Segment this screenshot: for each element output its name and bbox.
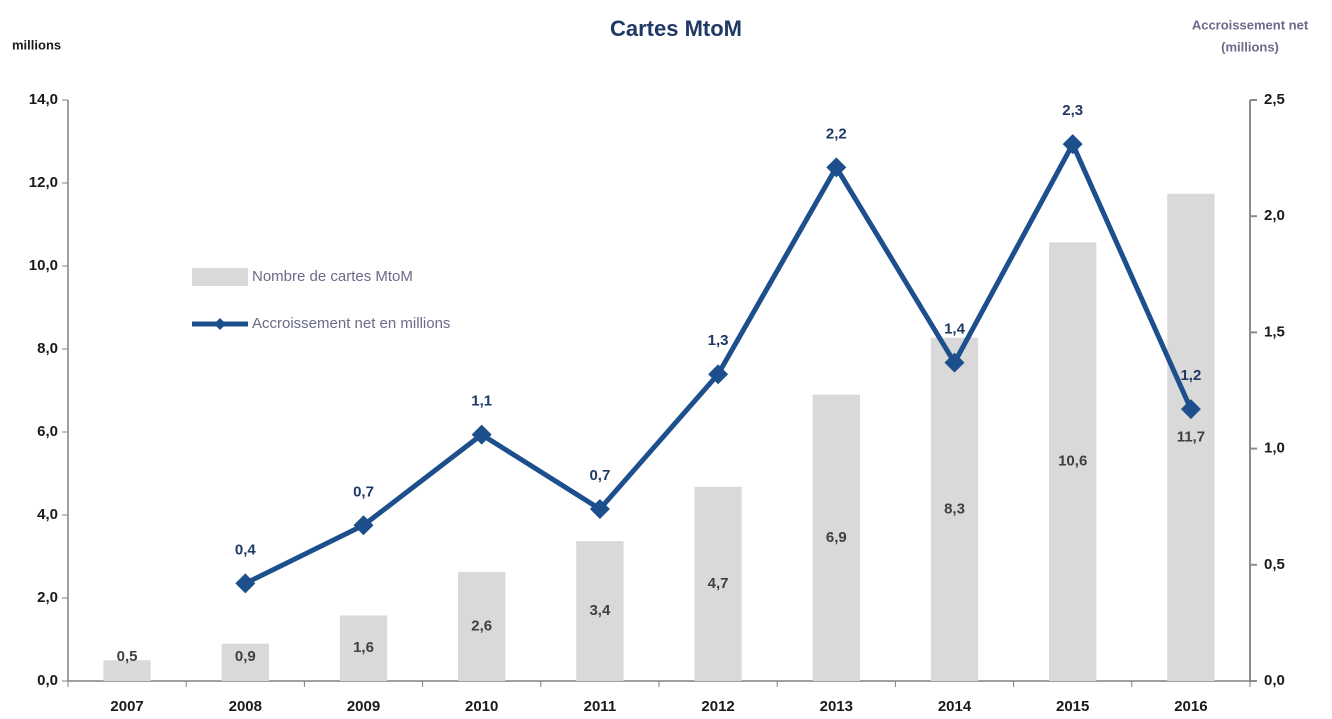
bar bbox=[458, 571, 506, 681]
line-label: 2,2 bbox=[826, 125, 847, 142]
bar-label: 0,9 bbox=[235, 648, 256, 665]
x-tick-label: 2010 bbox=[465, 698, 498, 715]
y-tick-label: 8,0 bbox=[37, 340, 58, 357]
line-label: 1,4 bbox=[944, 321, 966, 338]
line-marker bbox=[353, 515, 374, 536]
x-tick-label: 2016 bbox=[1174, 698, 1207, 715]
x-tick-label: 2009 bbox=[347, 698, 380, 715]
line-label: 1,3 bbox=[708, 332, 729, 349]
bar bbox=[1167, 193, 1215, 682]
x-tick-label: 2014 bbox=[938, 698, 972, 715]
line-marker bbox=[826, 157, 847, 178]
y2-tick-label: 2,0 bbox=[1264, 207, 1285, 224]
line-marker bbox=[944, 352, 965, 373]
bar-label: 2,6 bbox=[471, 617, 492, 634]
y-tick-label: 10,0 bbox=[29, 257, 58, 274]
legend-label: Nombre de cartes MtoM bbox=[252, 268, 413, 285]
y-tick-label: 6,0 bbox=[37, 423, 58, 440]
line-label: 0,7 bbox=[589, 467, 610, 484]
bar-label: 10,6 bbox=[1058, 453, 1087, 470]
line-marker bbox=[708, 364, 729, 385]
legend-swatch bbox=[192, 268, 248, 286]
line-marker bbox=[589, 499, 610, 520]
y-tick-label: 12,0 bbox=[29, 174, 58, 191]
line-label: 0,7 bbox=[353, 483, 374, 500]
x-tick-label: 2013 bbox=[820, 698, 853, 715]
line-marker bbox=[235, 573, 256, 594]
x-tick-label: 2012 bbox=[701, 698, 734, 715]
line-label: 1,2 bbox=[1180, 367, 1201, 384]
y2-axis-title: (millions) bbox=[1221, 39, 1279, 54]
bar bbox=[1049, 242, 1097, 681]
bar-label: 4,7 bbox=[708, 575, 729, 592]
legend-label: Accroissement net en millions bbox=[252, 315, 450, 332]
bar-label: 0,5 bbox=[117, 648, 138, 665]
y2-tick-label: 1,0 bbox=[1264, 440, 1285, 457]
y-tick-label: 2,0 bbox=[37, 589, 58, 606]
y-tick-label: 14,0 bbox=[29, 91, 58, 108]
line-marker bbox=[1062, 134, 1083, 155]
bar-label: 8,3 bbox=[944, 500, 965, 517]
legend-swatch bbox=[214, 318, 226, 330]
bar-label: 3,4 bbox=[589, 602, 611, 619]
y-tick-label: 4,0 bbox=[37, 506, 58, 523]
line-label: 0,4 bbox=[235, 541, 257, 558]
y2-axis-title: Accroissement net bbox=[1192, 17, 1309, 32]
x-tick-label: 2015 bbox=[1056, 698, 1089, 715]
line-label: 1,1 bbox=[471, 393, 492, 410]
bar-label: 6,9 bbox=[826, 529, 847, 546]
bar bbox=[221, 643, 269, 681]
x-tick-label: 2008 bbox=[229, 698, 262, 715]
x-tick-label: 2007 bbox=[110, 698, 143, 715]
y2-tick-label: 1,5 bbox=[1264, 323, 1285, 340]
bar bbox=[694, 486, 742, 681]
chart-title: Cartes MtoM bbox=[610, 16, 742, 41]
bar bbox=[576, 541, 624, 681]
bar bbox=[103, 660, 151, 681]
y2-tick-label: 0,0 bbox=[1264, 672, 1285, 689]
x-tick-label: 2011 bbox=[584, 698, 617, 715]
bar bbox=[339, 615, 388, 681]
y2-tick-label: 2,5 bbox=[1264, 91, 1285, 108]
bar bbox=[812, 394, 860, 681]
y-tick-label: 0,0 bbox=[37, 672, 58, 689]
bar-label: 11,7 bbox=[1177, 428, 1205, 445]
line-marker bbox=[471, 424, 492, 445]
bar bbox=[930, 337, 979, 681]
line-marker bbox=[1180, 399, 1201, 420]
y2-tick-label: 0,5 bbox=[1264, 556, 1285, 573]
bar-label: 1,6 bbox=[353, 639, 374, 656]
y-axis-title: millions bbox=[12, 37, 61, 52]
line-label: 2,3 bbox=[1062, 102, 1083, 119]
